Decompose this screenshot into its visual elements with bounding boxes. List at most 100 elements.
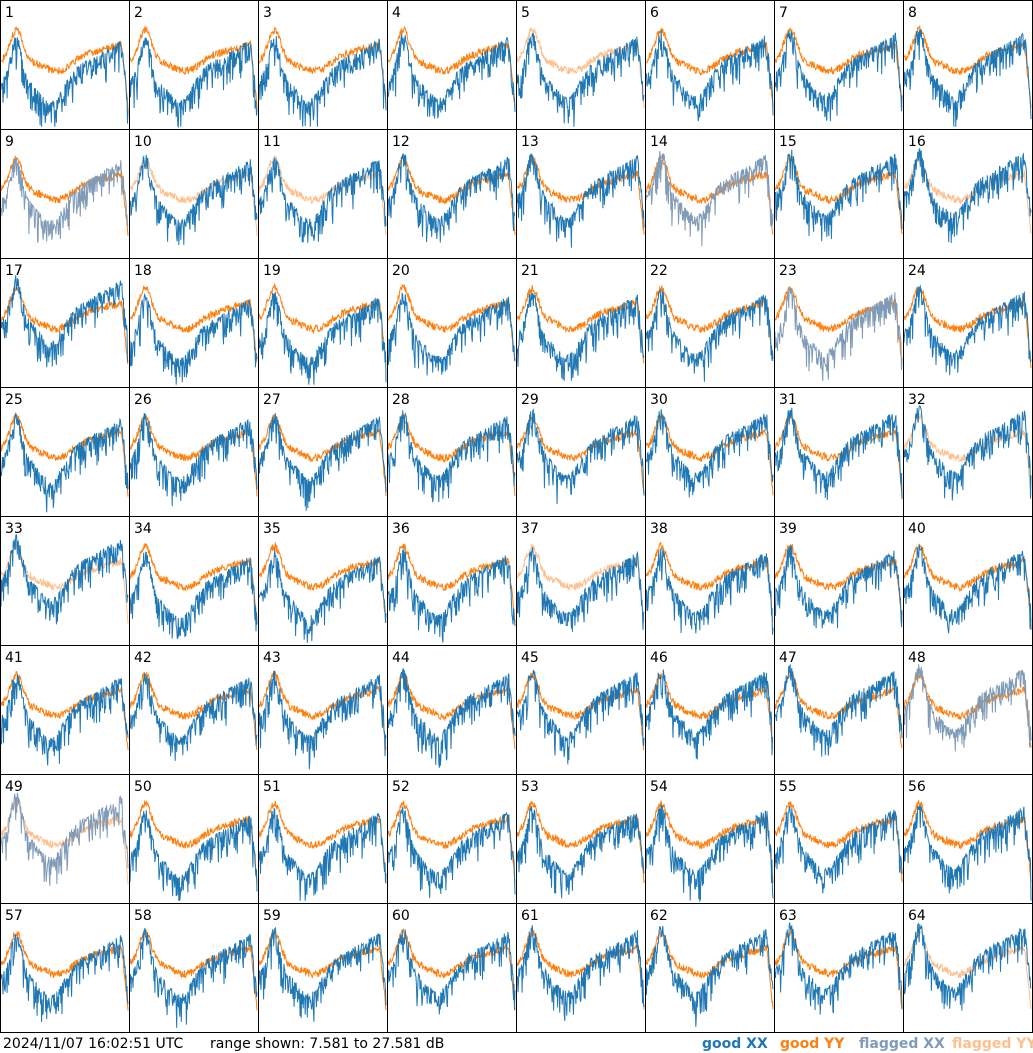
panel: 38 — [645, 516, 775, 646]
yy-spectrum — [903, 543, 1032, 622]
panel: 39 — [774, 516, 904, 646]
xx-spectrum — [387, 291, 516, 376]
panel-label: 17 — [5, 263, 23, 279]
panel-label: 49 — [5, 779, 23, 795]
yy-spectrum — [645, 155, 774, 235]
panel-label: 42 — [134, 650, 152, 666]
panel: 51 — [258, 774, 388, 904]
panel-label: 29 — [521, 392, 539, 408]
xx-spectrum — [774, 922, 903, 1015]
xx-spectrum — [774, 30, 903, 122]
panel: 62 — [645, 903, 775, 1033]
xx-spectrum — [774, 545, 903, 629]
panel: 34 — [129, 516, 259, 646]
yy-spectrum — [645, 930, 774, 1010]
xx-spectrum — [774, 149, 903, 242]
panel: 23 — [774, 258, 904, 388]
yy-spectrum — [387, 542, 516, 623]
xx-spectrum — [129, 37, 258, 129]
xx-spectrum — [774, 286, 903, 382]
panel: 35 — [258, 516, 388, 646]
panel: 53 — [516, 774, 646, 904]
panel-label: 22 — [650, 263, 668, 279]
panel-label: 10 — [134, 134, 152, 150]
xx-spectrum — [645, 289, 774, 382]
xx-spectrum — [903, 147, 1032, 244]
yy-spectrum — [258, 541, 387, 623]
xx-spectrum — [645, 669, 774, 760]
xx-spectrum — [387, 33, 516, 119]
panel: 8 — [903, 0, 1033, 130]
panel: 50 — [129, 774, 259, 904]
panel-label: 2 — [134, 5, 143, 21]
xx-spectrum — [645, 408, 774, 498]
panel-label: 3 — [263, 5, 272, 21]
panel-label: 25 — [5, 392, 23, 408]
xx-spectrum — [0, 412, 129, 513]
xx-spectrum — [516, 291, 645, 382]
panel: 16 — [903, 129, 1033, 259]
panel: 11 — [258, 129, 388, 259]
panel-border — [258, 0, 388, 130]
yy-spectrum — [0, 155, 129, 236]
panel-label: 4 — [392, 5, 401, 21]
xx-spectrum — [387, 549, 516, 643]
yy-spectrum — [387, 413, 516, 496]
xx-spectrum — [903, 664, 1032, 752]
panel-label: 21 — [521, 263, 539, 279]
xx-spectrum — [129, 928, 258, 1028]
panel-label: 37 — [521, 521, 539, 537]
panel: 26 — [129, 387, 259, 517]
legend-entry: good YY — [780, 1036, 845, 1052]
panel-label: 44 — [392, 650, 410, 666]
panel-label: 43 — [263, 650, 281, 666]
panel: 41 — [0, 645, 130, 775]
panel: 33 — [0, 516, 130, 646]
yy-spectrum — [387, 671, 516, 750]
xx-spectrum — [774, 663, 903, 757]
panel: 58 — [129, 903, 259, 1033]
yy-spectrum — [516, 801, 645, 884]
panel: 61 — [516, 903, 646, 1033]
yy-spectrum — [387, 284, 516, 362]
panel: 63 — [774, 903, 904, 1033]
yy-spectrum — [259, 26, 387, 109]
panel-label: 30 — [650, 392, 668, 408]
yy-spectrum — [129, 24, 258, 110]
panel: 29 — [516, 387, 646, 517]
panel: 9 — [0, 129, 130, 259]
yy-spectrum — [258, 672, 387, 750]
xx-spectrum — [0, 792, 129, 886]
xx-spectrum — [0, 674, 129, 766]
xx-spectrum — [516, 153, 645, 248]
panel-label: 9 — [5, 134, 14, 150]
panel-label: 61 — [521, 908, 539, 924]
panel-label: 18 — [134, 263, 152, 279]
panel: 19 — [258, 258, 388, 388]
panel-label: 54 — [650, 779, 668, 795]
xx-spectrum — [258, 549, 387, 643]
panel-label: 47 — [779, 650, 797, 666]
panel: 13 — [516, 129, 646, 259]
panel: 54 — [645, 774, 775, 904]
xx-spectrum — [645, 804, 774, 903]
panel: 56 — [903, 774, 1033, 904]
panel: 22 — [645, 258, 775, 388]
xx-spectrum — [258, 292, 387, 385]
xx-spectrum — [129, 810, 258, 901]
xx-spectrum — [516, 805, 645, 899]
panel: 20 — [387, 258, 517, 388]
xx-spectrum — [0, 934, 129, 1023]
panel-label: 7 — [779, 5, 788, 21]
yy-spectrum — [645, 285, 774, 362]
panel-label: 62 — [650, 908, 668, 924]
panel: 21 — [516, 258, 646, 388]
panel: 12 — [387, 129, 517, 259]
panel-label: 56 — [908, 779, 926, 795]
yy-spectrum — [516, 156, 645, 235]
panel: 27 — [258, 387, 388, 517]
panel-label: 57 — [5, 908, 23, 924]
panel: 6 — [645, 0, 775, 130]
xx-spectrum — [516, 669, 645, 765]
